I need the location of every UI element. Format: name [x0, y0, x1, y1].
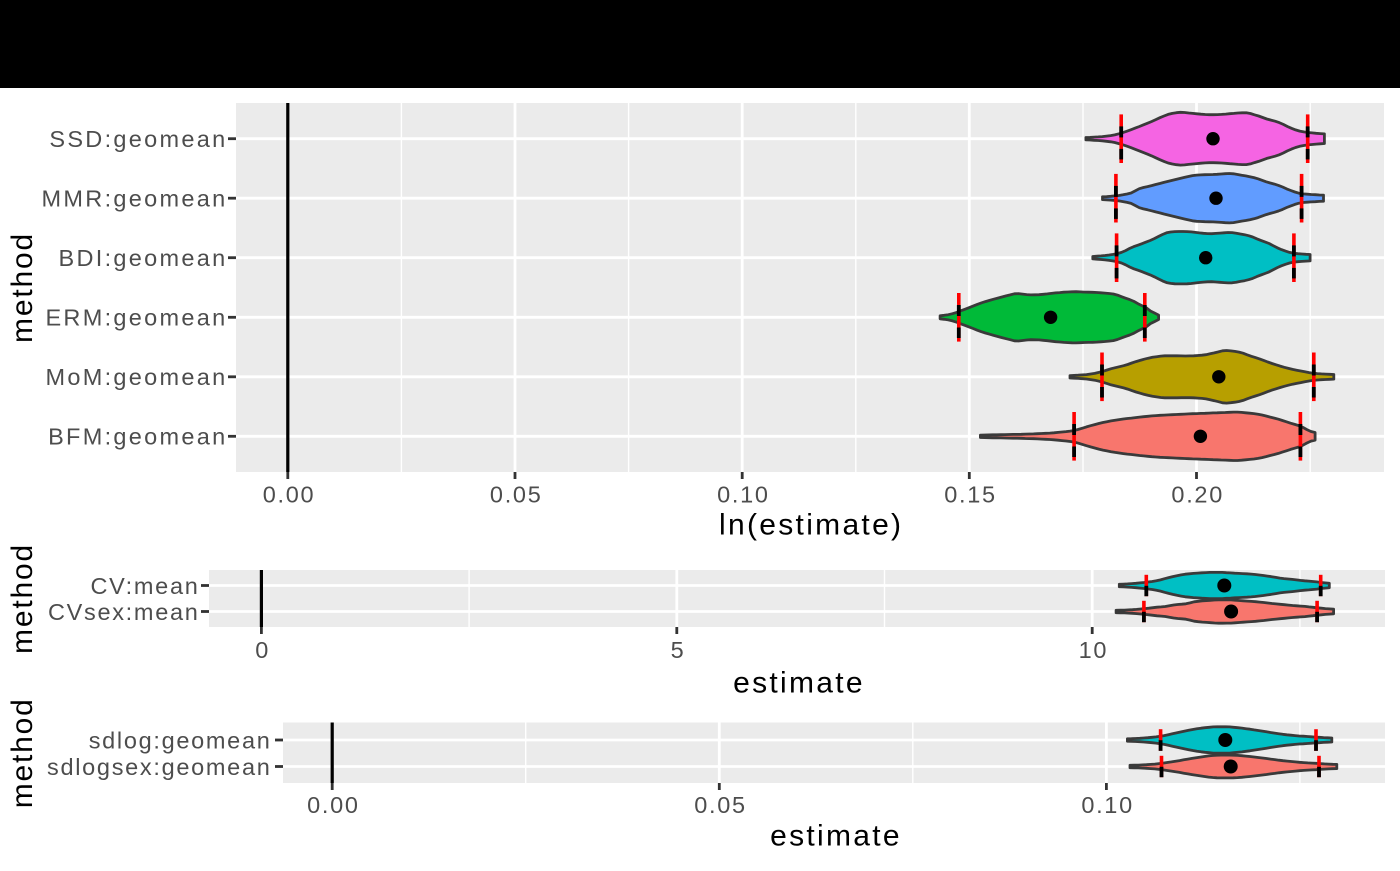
- svg-text:method: method: [6, 543, 39, 654]
- svg-text:0.05: 0.05: [490, 481, 543, 507]
- svg-text:BFM:geomean: BFM:geomean: [48, 424, 227, 450]
- svg-text:method: method: [6, 697, 39, 808]
- svg-text:0.20: 0.20: [1171, 481, 1224, 507]
- svg-text:estimate: estimate: [733, 667, 865, 700]
- svg-text:CV:mean: CV:mean: [91, 573, 200, 599]
- svg-text:0: 0: [255, 637, 270, 663]
- svg-text:estimate: estimate: [770, 820, 902, 853]
- svg-text:5: 5: [671, 637, 686, 663]
- svg-text:SSD:geomean: SSD:geomean: [49, 126, 227, 152]
- svg-text:sdlog:geomean: sdlog:geomean: [89, 727, 272, 753]
- svg-text:0.10: 0.10: [1081, 792, 1134, 818]
- svg-text:BDI:geomean: BDI:geomean: [59, 245, 228, 271]
- svg-text:ERM:geomean: ERM:geomean: [45, 305, 227, 331]
- svg-text:ln(estimate): ln(estimate): [719, 509, 903, 542]
- svg-text:MoM:geomean: MoM:geomean: [45, 364, 227, 390]
- svg-text:0.10: 0.10: [717, 481, 770, 507]
- svg-text:0.00: 0.00: [307, 792, 360, 818]
- svg-text:MMR:geomean: MMR:geomean: [42, 186, 228, 212]
- svg-text:0.15: 0.15: [944, 481, 997, 507]
- svg-text:sdlogsex:geomean: sdlogsex:geomean: [47, 754, 271, 780]
- svg-text:0.05: 0.05: [694, 792, 747, 818]
- svg-text:method: method: [6, 232, 39, 343]
- svg-text:CVsex:mean: CVsex:mean: [48, 599, 200, 625]
- svg-text:10: 10: [1079, 637, 1109, 663]
- svg-text:0.00: 0.00: [263, 481, 316, 507]
